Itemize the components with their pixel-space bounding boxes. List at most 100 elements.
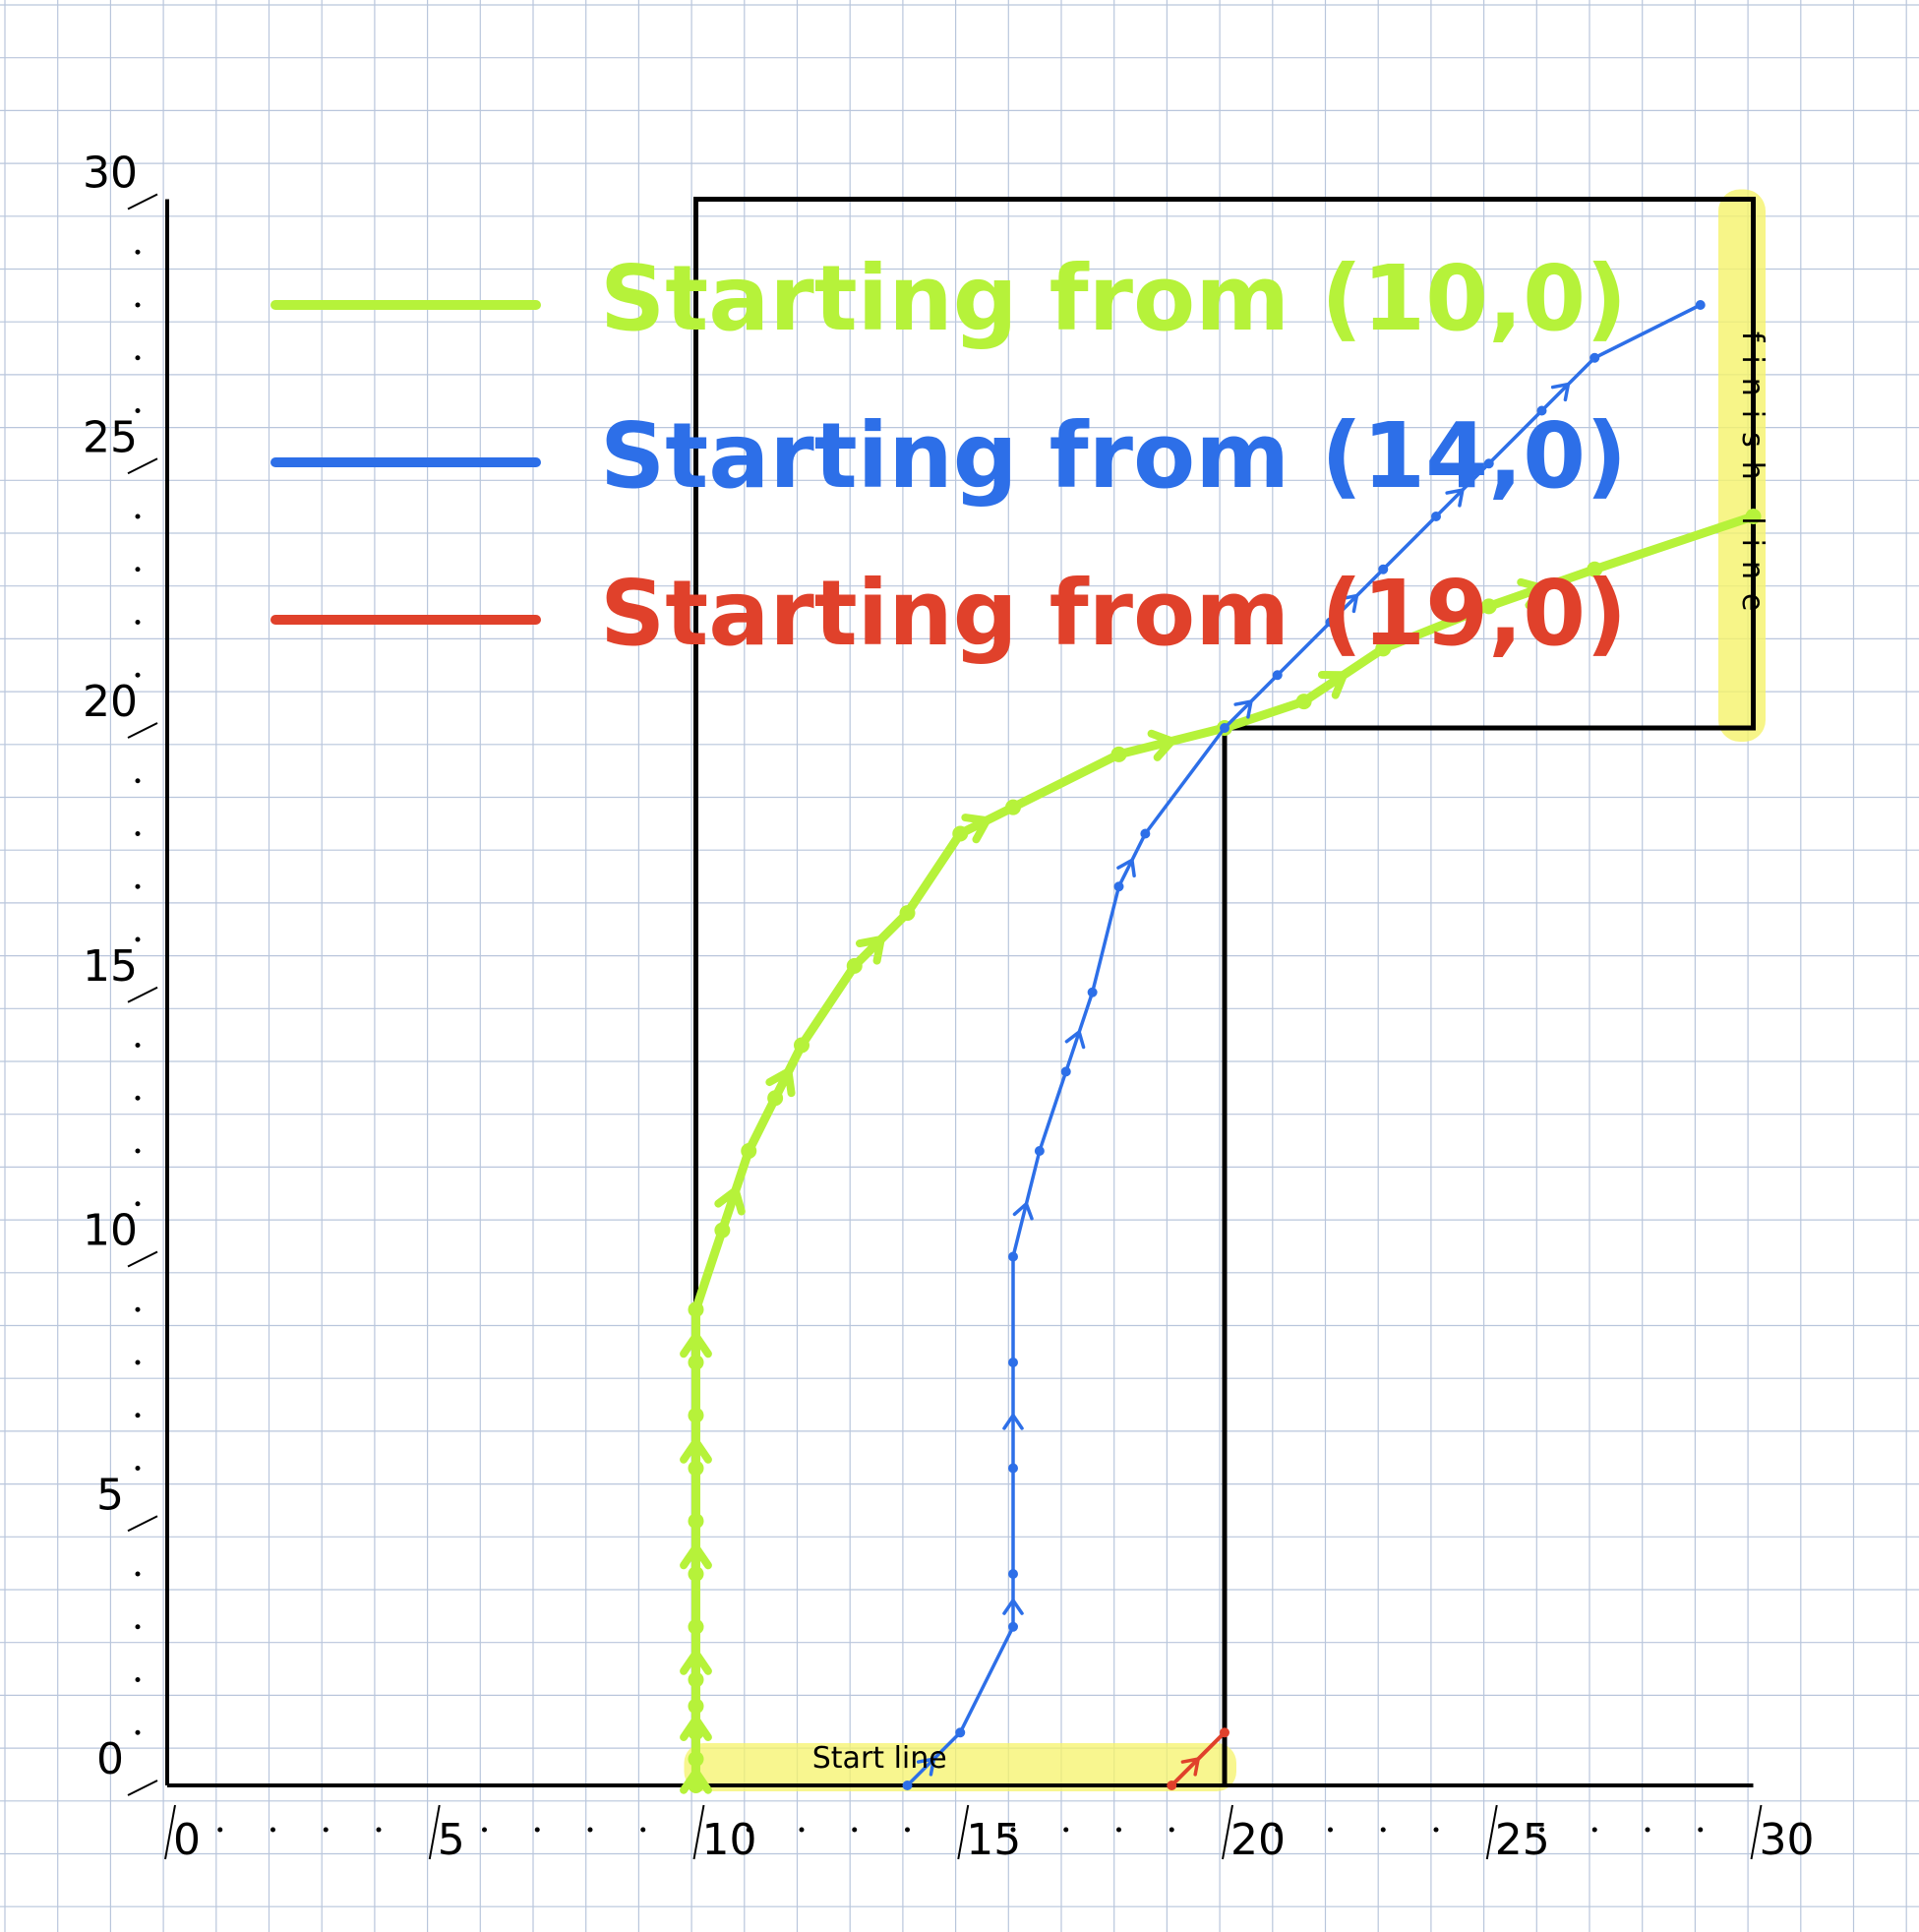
direction-arrow xyxy=(1317,670,1348,699)
y-minor-dot xyxy=(135,1148,141,1154)
direction-arrow xyxy=(1339,593,1359,614)
y-minor-dot xyxy=(135,1624,141,1630)
direction-arrow xyxy=(765,1067,796,1098)
data-point xyxy=(688,1355,704,1370)
direction-arrow xyxy=(1002,1414,1024,1430)
x-minor-dot xyxy=(1433,1827,1439,1833)
data-point xyxy=(688,1513,704,1530)
data-point xyxy=(1536,405,1547,416)
x-minor-dot xyxy=(1063,1827,1069,1833)
y-minor-dot xyxy=(135,1466,141,1471)
direction-arrow xyxy=(1012,1202,1034,1221)
data-point xyxy=(688,1407,704,1423)
x-minor-dot xyxy=(1591,1827,1597,1833)
data-point xyxy=(1167,1781,1177,1790)
y-tick-label: 15 xyxy=(83,941,138,992)
direction-arrow xyxy=(1002,1599,1024,1615)
x-minor-dot xyxy=(905,1827,910,1833)
y-minor-dot xyxy=(135,1359,141,1365)
data-point xyxy=(688,1671,704,1688)
y-minor-dot xyxy=(135,778,141,784)
x-tick-label: 10 xyxy=(702,1815,757,1865)
direction-arrow xyxy=(680,1437,712,1464)
x-tick-mark xyxy=(428,1804,441,1860)
x-minor-dot xyxy=(799,1827,805,1833)
annotations: Start line finish line xyxy=(812,332,1769,1776)
y-minor-dot xyxy=(135,672,141,678)
x-minor-dot xyxy=(1380,1827,1386,1833)
y-tick-mark xyxy=(127,986,158,1003)
x-minor-dot xyxy=(587,1827,593,1833)
data-point xyxy=(1589,352,1600,363)
legend-label: Starting from (10,0) xyxy=(600,246,1627,351)
data-point xyxy=(1008,1569,1018,1579)
x-tick-mark xyxy=(1485,1804,1498,1860)
y-minor-dot xyxy=(135,1201,141,1207)
data-point xyxy=(688,1618,704,1635)
data-point xyxy=(1745,509,1762,524)
y-minor-dot xyxy=(135,513,141,519)
y-minor-dot xyxy=(135,1306,141,1312)
direction-arrow xyxy=(916,1757,936,1777)
x-minor-dot xyxy=(270,1827,275,1833)
data-point xyxy=(1034,1146,1045,1156)
data-point xyxy=(1220,723,1229,733)
start-line-highlight xyxy=(684,1743,1236,1791)
axes: 0 5 10 15 20 25 30 0 5 10 15 20 25 30 xyxy=(83,149,1815,1866)
finish-line-label: finish line xyxy=(1735,332,1769,626)
data-point xyxy=(714,1222,731,1238)
track-boundary xyxy=(693,197,1756,1785)
y-tick-mark xyxy=(127,457,158,475)
data-point xyxy=(1008,1463,1018,1474)
x-tick-label: 25 xyxy=(1495,1815,1550,1865)
data-point xyxy=(1113,881,1124,892)
data-point xyxy=(1483,458,1494,469)
data-point xyxy=(1325,617,1336,628)
y-tick-label: 10 xyxy=(83,1206,138,1256)
y-tick-mark xyxy=(127,1515,158,1533)
y-tick-mark xyxy=(127,1250,158,1268)
y-tick-label: 20 xyxy=(83,677,138,727)
data-point xyxy=(1295,694,1312,710)
direction-arrow xyxy=(1116,858,1136,877)
data-point xyxy=(1140,828,1151,839)
direction-arrow xyxy=(680,1332,712,1358)
data-point xyxy=(902,1781,913,1790)
y-minor-dot xyxy=(135,936,141,942)
y-minor-dot xyxy=(135,355,141,361)
x-tick-label: 0 xyxy=(173,1815,201,1865)
data-point xyxy=(767,1090,784,1107)
x-minor-dot xyxy=(1275,1827,1281,1833)
y-minor-dot xyxy=(135,1095,141,1101)
data-point xyxy=(1587,561,1603,577)
legend: Starting from (10,0) Starting from (14,0)… xyxy=(270,246,1627,666)
y-minor-dot xyxy=(135,249,141,255)
x-tick-mark xyxy=(1750,1804,1763,1860)
direction-arrow xyxy=(680,1715,712,1741)
data-point xyxy=(1695,300,1706,310)
x-tick-mark xyxy=(164,1804,176,1860)
x-tick-label: 30 xyxy=(1760,1815,1815,1865)
x-tick-label: 15 xyxy=(966,1815,1021,1865)
data-point xyxy=(955,1727,966,1738)
y-minor-dot xyxy=(135,1043,141,1048)
data-point xyxy=(794,1037,810,1054)
y-minor-dot xyxy=(135,831,141,836)
start-line-label: Start line xyxy=(812,1741,947,1776)
direction-arrow xyxy=(1445,488,1465,508)
data-point xyxy=(899,905,916,922)
x-tick-label: 5 xyxy=(438,1815,465,1865)
data-point xyxy=(1110,746,1127,762)
data-point xyxy=(1008,1251,1018,1262)
data-point xyxy=(1008,1358,1018,1367)
legend-label: Starting from (19,0) xyxy=(600,561,1627,666)
direction-arrow xyxy=(1147,729,1176,761)
direction-arrow xyxy=(1233,699,1253,719)
data-point xyxy=(688,1751,704,1768)
data-point xyxy=(1378,564,1389,574)
direction-arrow xyxy=(680,1649,712,1675)
data-point xyxy=(688,1566,704,1582)
data-point xyxy=(1060,1066,1071,1077)
x-minor-dot xyxy=(852,1827,858,1833)
